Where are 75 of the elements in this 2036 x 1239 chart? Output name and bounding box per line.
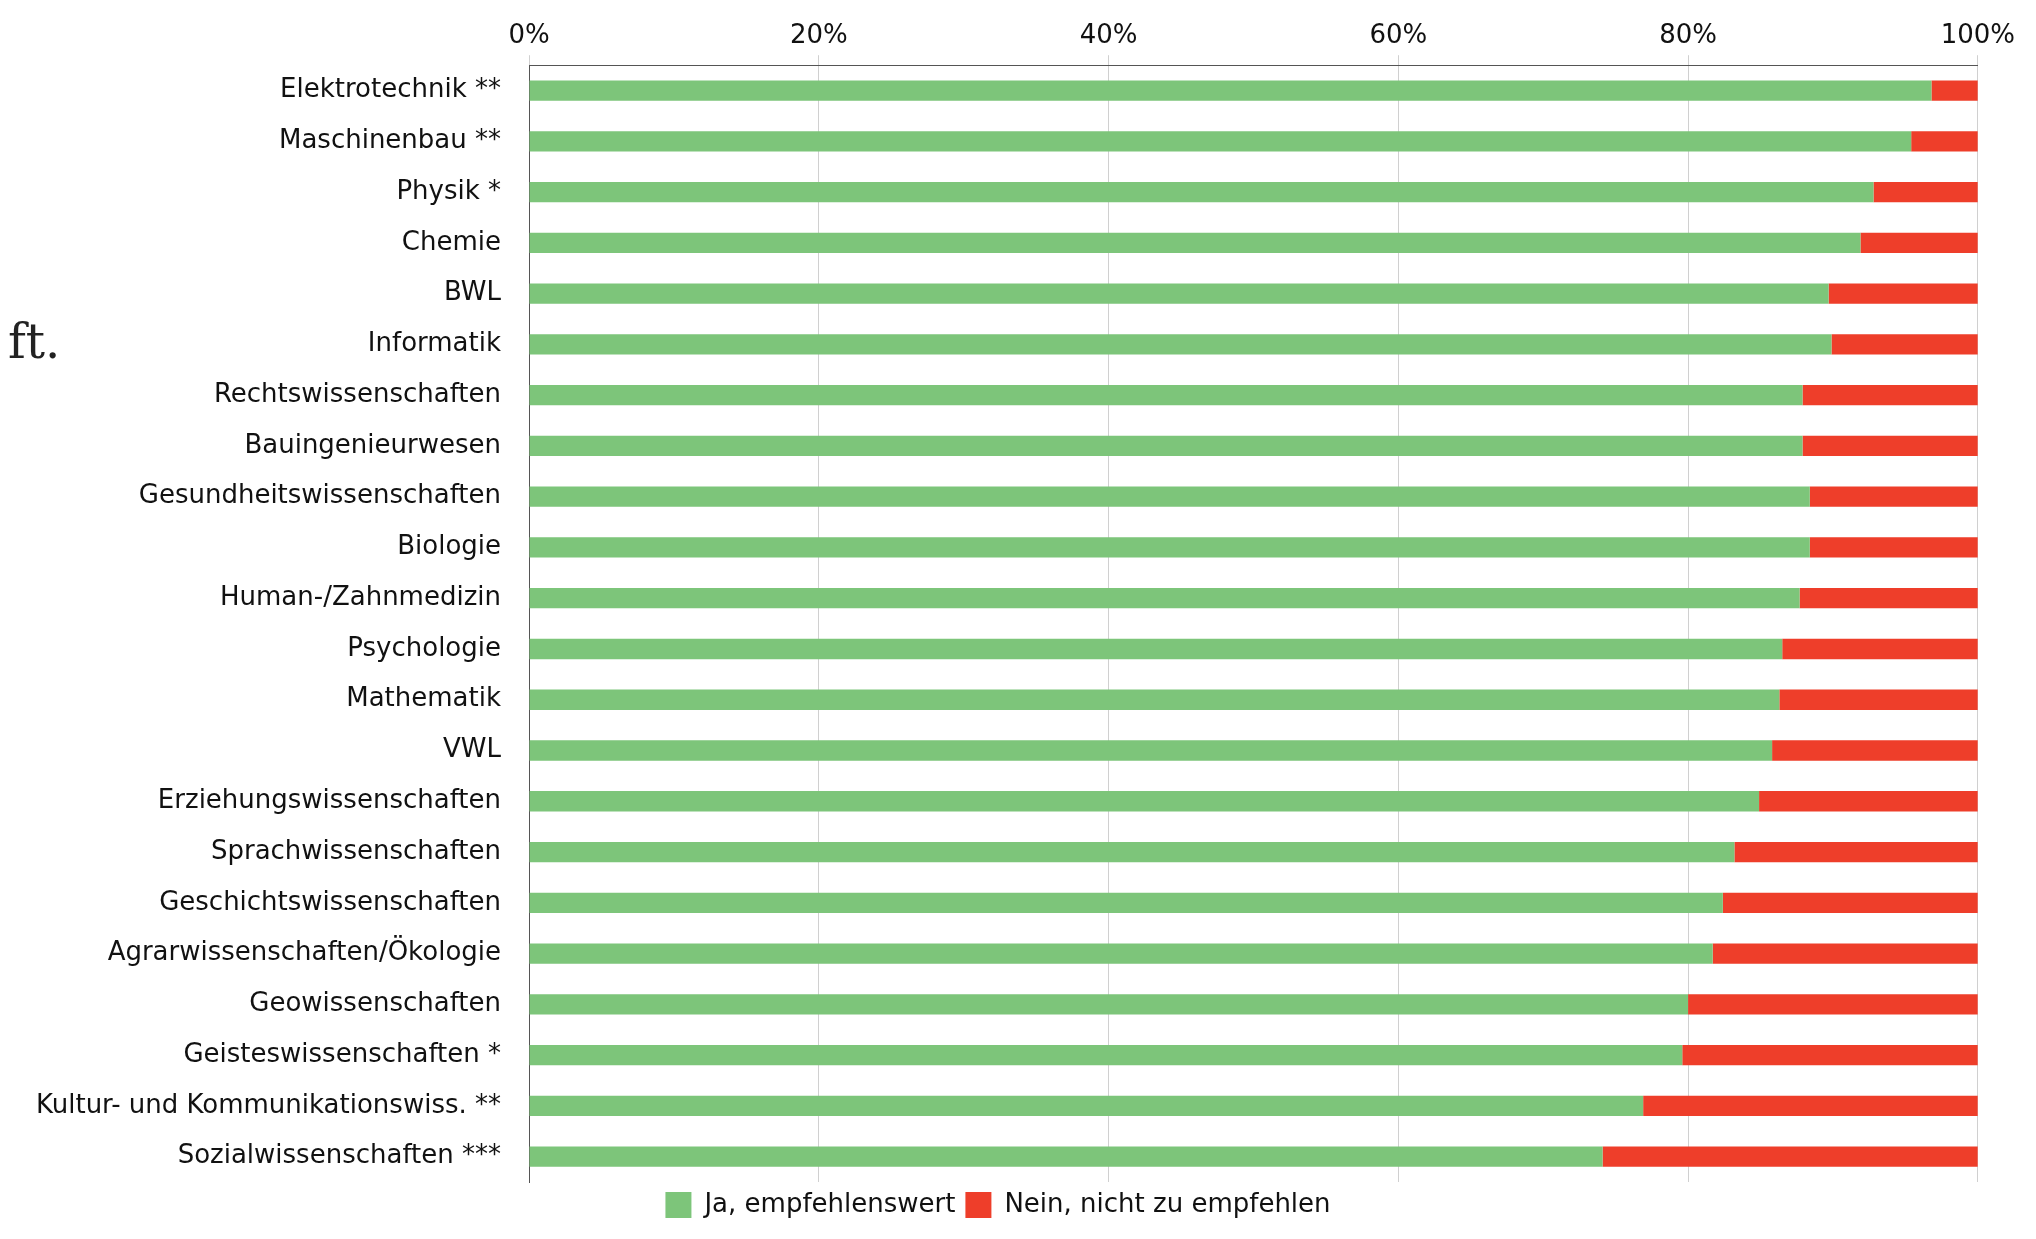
y-tick-label: Psychologie	[347, 631, 502, 662]
x-tick-label: 100%	[1940, 19, 2016, 50]
y-tick-label: Erziehungswissenschaften	[157, 784, 502, 815]
bar	[1772, 740, 1978, 761]
y-tick-label: Sprachwissenschaften	[210, 834, 502, 865]
y-tick-label: Biologie	[397, 530, 502, 561]
x-tick-label: 40%	[1079, 19, 1138, 50]
bar	[529, 334, 1832, 355]
bar	[1802, 385, 1978, 406]
bar	[529, 486, 1810, 507]
bar	[1734, 841, 1978, 863]
bar	[1722, 892, 1978, 913]
bar	[529, 537, 1810, 558]
y-tick-label: Chemie	[401, 225, 502, 256]
x-tick-label: 60%	[1369, 19, 1428, 50]
y-tick-label: Maschinenbau **	[278, 124, 502, 155]
y-tick-label: Physik *	[396, 174, 502, 205]
y-tick-label: Gesundheitswissenschaften	[138, 479, 502, 510]
bar	[1759, 791, 1978, 812]
bar	[529, 1095, 1644, 1117]
y-tick-label: Informatik	[367, 327, 502, 358]
y-tick-label: Human-/Zahnmedizin	[220, 580, 502, 611]
bar	[1799, 588, 1978, 609]
bar	[1931, 80, 1978, 101]
bar	[1809, 486, 1978, 507]
y-tick-label: Kultur- und Kommunikationswiss. **	[35, 1088, 502, 1119]
bar	[529, 689, 1780, 710]
bar	[1809, 537, 1978, 558]
bar	[1688, 994, 1978, 1015]
bar	[1831, 334, 1978, 355]
y-tick-label: Agrarwissenschaften/Ökologie	[107, 935, 502, 967]
bar	[1828, 283, 1978, 304]
x-tick-label: 20%	[789, 19, 848, 50]
bar	[529, 588, 1800, 609]
bar	[529, 435, 1803, 457]
bar	[529, 385, 1803, 406]
bar	[529, 892, 1723, 913]
bar	[529, 994, 1689, 1015]
text: ft.	[8, 313, 61, 370]
bar	[529, 131, 1912, 152]
y-tick-label: Elektrotechnik **	[280, 73, 502, 104]
bar	[1682, 1044, 1978, 1066]
bar	[1911, 131, 1978, 152]
bar	[529, 80, 1932, 101]
bar	[1873, 181, 1978, 203]
bar	[529, 232, 1861, 254]
bar	[529, 740, 1773, 761]
bar	[529, 181, 1874, 203]
x-tick-label: 0%	[508, 19, 550, 50]
bar	[1860, 232, 1978, 254]
x-tick-label: 80%	[1659, 19, 1717, 50]
bar	[1643, 1095, 1978, 1117]
bar	[1712, 943, 1978, 964]
y-tick-label: VWL	[443, 733, 502, 764]
bar	[1802, 435, 1978, 457]
y-tick-label: Geschichtswissenschaften	[159, 885, 502, 916]
y-tick-label: BWL	[443, 276, 502, 307]
y-tick-label: Mathematik	[346, 682, 502, 713]
y-tick-label: Bauingenieurwesen	[244, 428, 502, 459]
y-tick-label: Sozialwissenschaften ***	[177, 1139, 502, 1170]
bar	[1779, 689, 1978, 710]
bar	[529, 1044, 1683, 1066]
legend-label: Nein, nicht zu empfehlen	[1004, 1187, 1331, 1218]
y-tick-label: Rechtswissenschaften	[213, 377, 502, 408]
bar	[529, 791, 1760, 812]
y-tick-label: Geisteswissenschaften *	[183, 1037, 502, 1068]
legend-label: Ja, empfehlenswert	[702, 1187, 956, 1218]
bar	[1782, 638, 1978, 660]
bar	[529, 283, 1829, 304]
bar	[529, 841, 1735, 863]
bar	[529, 638, 1783, 660]
bar	[529, 943, 1713, 964]
bar	[1602, 1146, 1978, 1167]
bar	[529, 1146, 1603, 1167]
y-tick-label: Geowissenschaften	[249, 987, 502, 1018]
